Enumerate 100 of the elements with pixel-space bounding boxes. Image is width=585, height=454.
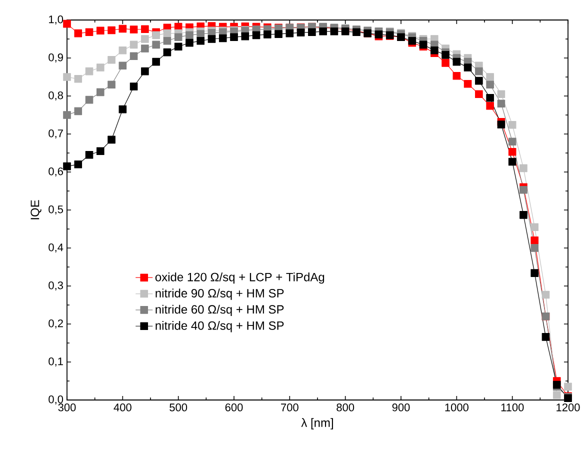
x-tick-label: 1100 xyxy=(501,404,524,412)
point xyxy=(475,90,483,98)
point xyxy=(118,24,127,33)
x-tick-label: 800 xyxy=(336,404,354,412)
point xyxy=(464,64,472,72)
y-tick-label: 0,5 xyxy=(48,205,64,215)
point xyxy=(141,44,149,52)
x-tick-label: 1000 xyxy=(445,404,468,412)
point xyxy=(118,46,127,54)
x-tick-label: 600 xyxy=(225,404,243,412)
x-tick-label: 900 xyxy=(392,404,410,412)
point xyxy=(96,147,104,155)
point xyxy=(475,76,483,85)
point xyxy=(74,74,82,83)
point xyxy=(163,48,172,56)
x-tick-label: 400 xyxy=(114,404,132,412)
point xyxy=(63,111,71,119)
point xyxy=(508,120,516,129)
point xyxy=(508,148,516,156)
y-tick-label: 0,2 xyxy=(48,319,63,329)
point xyxy=(486,94,494,102)
point xyxy=(230,33,238,41)
point xyxy=(218,34,227,42)
point xyxy=(497,90,506,98)
y-tick-label: 0,3 xyxy=(48,281,64,291)
point xyxy=(520,164,528,172)
point xyxy=(63,73,71,81)
point xyxy=(85,96,94,104)
point xyxy=(486,80,494,88)
point xyxy=(542,290,550,299)
point xyxy=(520,186,528,194)
point xyxy=(442,51,450,59)
y-tick-label: 0,0 xyxy=(48,395,64,405)
point xyxy=(530,269,538,277)
point xyxy=(63,20,71,28)
point xyxy=(520,211,528,219)
point xyxy=(141,35,149,43)
point xyxy=(552,391,561,399)
point xyxy=(464,80,472,88)
point xyxy=(130,40,138,49)
y-axis-title: IQE xyxy=(30,200,42,220)
point xyxy=(108,136,116,144)
point xyxy=(74,29,82,38)
point xyxy=(141,25,149,34)
point xyxy=(530,236,538,244)
point xyxy=(508,138,516,146)
point xyxy=(542,333,550,341)
point xyxy=(152,40,160,49)
x-tick-label: 1200 xyxy=(556,404,580,412)
point xyxy=(163,29,172,38)
point xyxy=(252,31,260,40)
point xyxy=(530,244,538,252)
point xyxy=(85,150,94,159)
point xyxy=(152,58,160,66)
point xyxy=(330,27,338,36)
point xyxy=(108,26,116,34)
y-tick-label: 0,9 xyxy=(48,53,63,63)
point xyxy=(319,27,327,36)
point xyxy=(130,52,138,60)
point xyxy=(264,30,272,38)
y-tick-label: 0,4 xyxy=(48,243,64,253)
legend-label: nitride 40 Ω/sq + HM SP xyxy=(156,321,284,332)
point xyxy=(118,62,127,70)
x-tick-label: 500 xyxy=(170,404,188,412)
point xyxy=(74,160,82,168)
point xyxy=(196,36,204,45)
point xyxy=(174,42,182,50)
point xyxy=(296,28,305,36)
x-tick-label: 700 xyxy=(281,404,298,412)
point xyxy=(564,382,572,391)
point xyxy=(475,67,483,76)
y-tick-label: 0,6 xyxy=(48,167,64,177)
point xyxy=(74,107,82,116)
point xyxy=(85,67,94,76)
y-tick-label: 0,1 xyxy=(48,357,63,367)
y-tick-label: 1,0 xyxy=(49,15,64,25)
point xyxy=(163,36,172,45)
point xyxy=(108,80,116,88)
point xyxy=(530,223,538,231)
point xyxy=(152,31,160,40)
legend-label: oxide 120 Ω/sq + LCP + TiPdAg xyxy=(155,272,324,284)
point xyxy=(208,35,216,43)
point xyxy=(174,33,182,41)
point xyxy=(108,56,116,64)
point xyxy=(241,32,250,40)
point xyxy=(497,100,506,108)
y-tick-label: 0,7 xyxy=(48,129,63,139)
point xyxy=(497,120,506,128)
y-tick-label: 0,8 xyxy=(48,91,64,101)
point xyxy=(486,102,494,110)
point xyxy=(96,26,104,35)
point xyxy=(96,88,104,96)
point xyxy=(186,38,194,47)
point xyxy=(186,31,194,40)
legend-label: nitride 60 Ω/sq + HM SP xyxy=(156,304,284,316)
point xyxy=(130,82,138,90)
point xyxy=(196,30,204,38)
point xyxy=(118,105,127,114)
point xyxy=(130,26,138,34)
point xyxy=(141,67,149,76)
